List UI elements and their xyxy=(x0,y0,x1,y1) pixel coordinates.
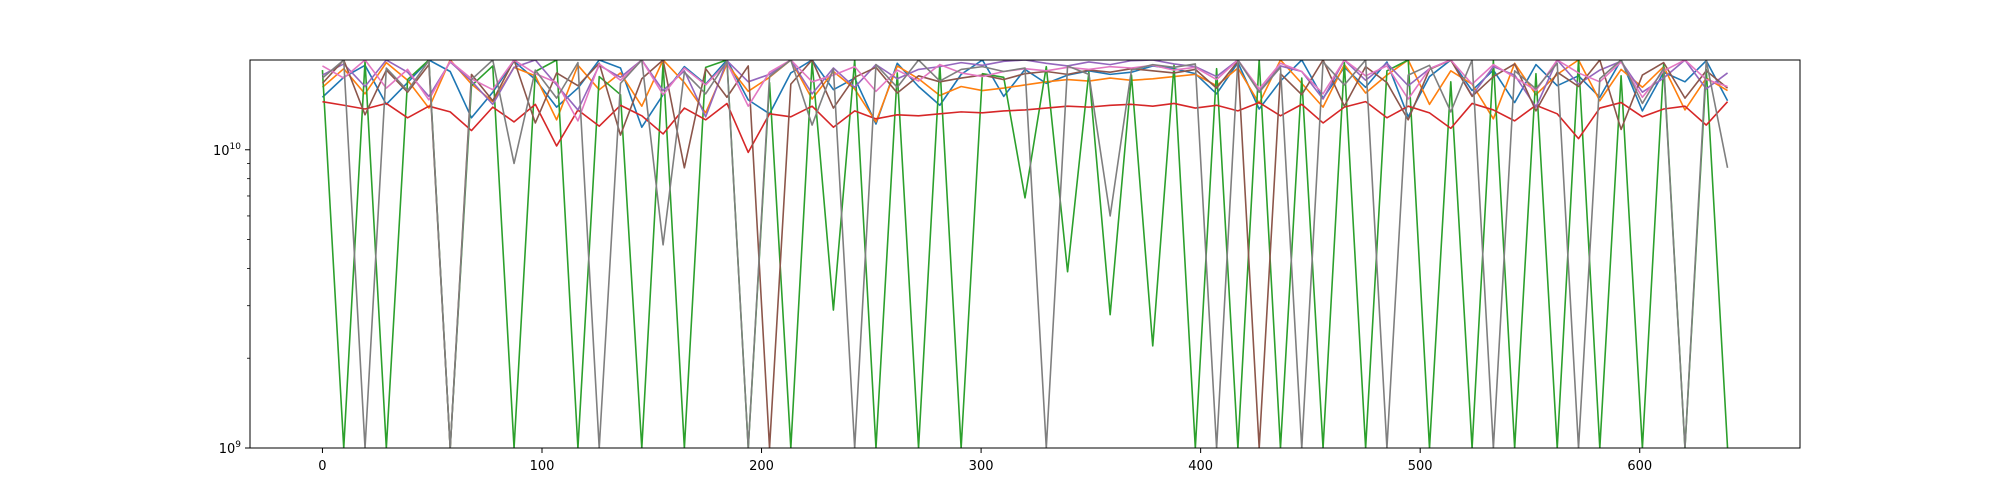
x-tick-label-0: 0 xyxy=(318,459,326,474)
y-axis: 109 1010 xyxy=(213,142,250,457)
series-line-3 xyxy=(321,60,1729,448)
x-axis: 0 100 200 300 400 500 600 xyxy=(318,448,1652,474)
plot-frame xyxy=(249,59,1801,449)
x-tick-label-100: 100 xyxy=(530,459,555,474)
x-tick-label-400: 400 xyxy=(1188,459,1213,474)
x-tick-label-300: 300 xyxy=(969,459,994,474)
y-tick-label-1: 1010 xyxy=(213,142,241,159)
y-tick-label-0: 109 xyxy=(219,440,242,457)
series-line-5 xyxy=(322,60,1729,118)
series-line-4 xyxy=(322,100,1729,154)
x-tick-label-500: 500 xyxy=(1408,459,1433,474)
series-line-2 xyxy=(321,60,1728,123)
x-tick-label-600: 600 xyxy=(1627,459,1652,474)
series-line-8 xyxy=(321,60,1729,448)
series-layer xyxy=(321,60,1729,448)
x-tick-label-200: 200 xyxy=(749,459,774,474)
